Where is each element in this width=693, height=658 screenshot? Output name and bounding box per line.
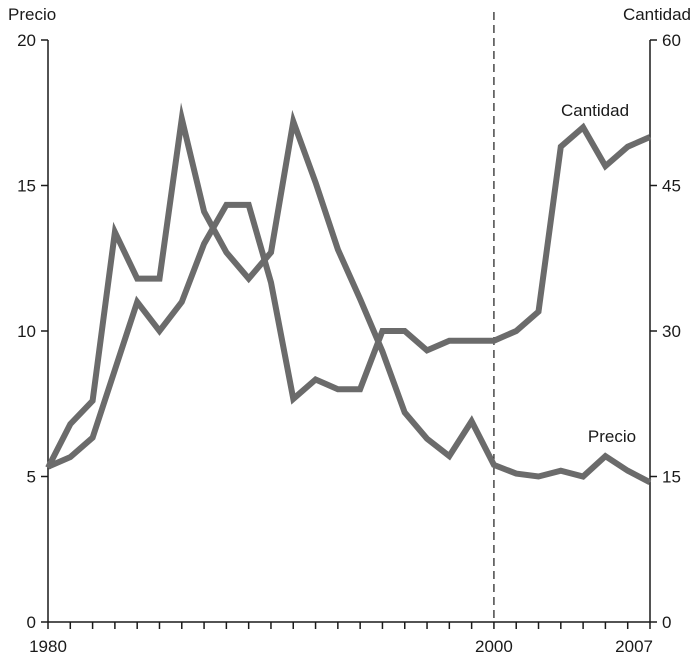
series-label-cantidad: Cantidad (561, 101, 629, 120)
x-axis-tick-label: 1980 (29, 637, 67, 656)
series-line-cantidad (46, 122, 652, 470)
axes: 0 5 10 15 20 0 15 30 45 60 1980 2000 2007 (17, 31, 681, 656)
right-axis-tick-label: 30 (662, 322, 681, 341)
left-axis-tick-label: 20 (17, 31, 36, 50)
left-axis-tick-label: 0 (27, 613, 36, 632)
right-axis-tick-label: 0 (662, 613, 671, 632)
right-axis-tick-label: 60 (662, 31, 681, 50)
left-axis-tick-label: 10 (17, 322, 36, 341)
left-axis-title: Precio (8, 5, 56, 24)
right-axis-tick-label: 45 (662, 177, 681, 196)
series-line-precio (45, 102, 652, 485)
series-label-precio: Precio (588, 427, 636, 446)
x-axis-tick-label: 2007 (615, 637, 653, 656)
right-axis-title: Cantidad (623, 5, 691, 24)
x-axis-tick-label: 2000 (475, 637, 513, 656)
left-axis-tick-label: 15 (17, 177, 36, 196)
left-axis-tick-label: 5 (27, 468, 36, 487)
series-group: Precio Cantidad (45, 101, 652, 485)
right-axis-tick-label: 15 (662, 468, 681, 487)
